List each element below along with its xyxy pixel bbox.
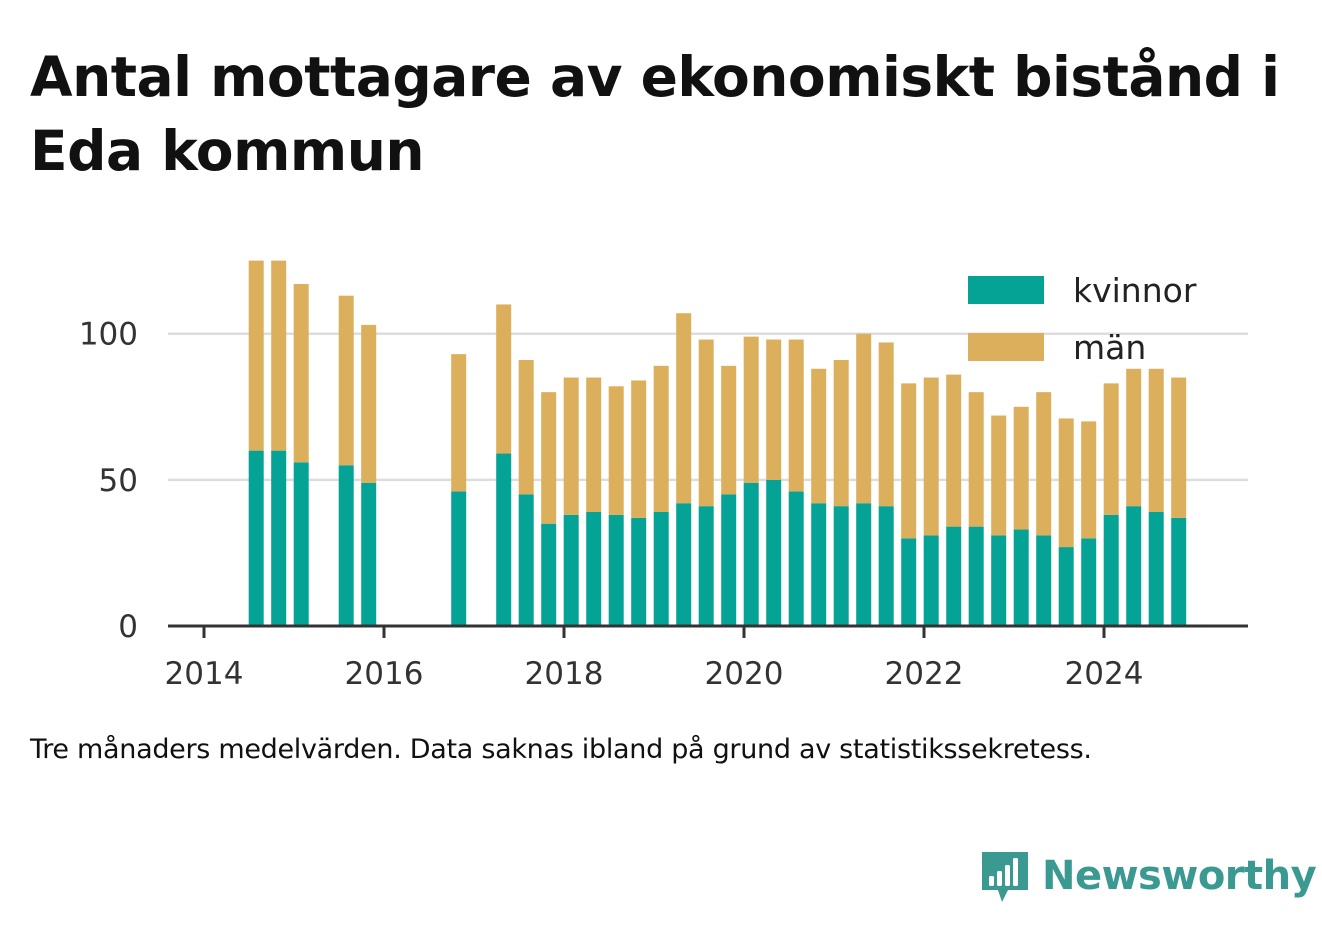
bar-man [1036, 392, 1052, 536]
legend-swatch-man [968, 333, 1044, 361]
bar-kvinnor [1058, 547, 1074, 626]
stacked-bar-chart: 0 50 100 2014 2016 2018 2020 2022 2024 kvinnor … [79, 260, 1248, 692]
brand-logo: Newsworthy [980, 846, 1317, 906]
bar-kvinnor [1013, 529, 1029, 626]
bar-kvinnor [856, 503, 872, 626]
bar-man [518, 360, 534, 495]
bar-man [901, 383, 917, 539]
bar-kvinnor [743, 482, 759, 626]
bar-kvinnor [338, 465, 354, 626]
bar-kvinnor [1036, 535, 1052, 626]
bar-kvinnor [833, 506, 849, 626]
bar-man [1103, 383, 1119, 515]
x-tick-label: 2018 [525, 656, 604, 692]
bar-man [788, 339, 804, 492]
bar-man [1058, 418, 1074, 548]
bar-kvinnor [451, 491, 467, 626]
bar-man [833, 360, 849, 507]
bar-kvinnor [1126, 506, 1142, 626]
bar-man [676, 313, 692, 504]
x-tick-label: 2020 [705, 656, 784, 692]
bar-kvinnor [878, 506, 894, 626]
bar-man [766, 339, 782, 480]
bar-kvinnor [811, 503, 827, 626]
legend-swatch-kvinnor [968, 276, 1044, 304]
bar-kvinnor [766, 479, 782, 626]
bar-kvinnor [676, 503, 692, 626]
bar-man [698, 339, 714, 507]
bar-kvinnor [293, 462, 309, 626]
bar-kvinnor [271, 450, 287, 626]
bar-man [563, 377, 579, 515]
bar-man [743, 336, 759, 483]
bar-kvinnor [788, 491, 804, 626]
bar-man [496, 304, 512, 454]
brand-name: Newsworthy [1042, 853, 1317, 899]
bars [248, 260, 1187, 626]
bar-man [721, 365, 737, 495]
bar-man [991, 415, 1007, 536]
bar-man [856, 333, 872, 504]
x-tick-label: 2024 [1065, 656, 1144, 692]
bar-kvinnor [361, 482, 377, 626]
bar-kvinnor [1148, 512, 1164, 626]
bar-man [878, 342, 894, 507]
legend-label-man: män [1073, 328, 1146, 367]
bar-man [811, 368, 827, 504]
legend: kvinnor män [968, 271, 1197, 367]
bar-man [541, 392, 557, 524]
bar-kvinnor [721, 494, 737, 626]
y-tick-label: 100 [79, 317, 138, 353]
bar-kvinnor [991, 535, 1007, 626]
bar-kvinnor [563, 514, 579, 626]
bar-man [586, 377, 602, 512]
bar-kvinnor [923, 535, 939, 626]
bar-man [946, 374, 962, 527]
bar-kvinnor [496, 453, 512, 626]
bar-kvinnor [631, 517, 647, 626]
bar-man [248, 260, 264, 451]
y-tick-label: 50 [99, 463, 138, 499]
chart-title: Antal mottagare av ekonomiskt bistånd i … [30, 45, 1280, 183]
bar-kvinnor [541, 523, 557, 626]
y-axis-ticks: 0 50 100 [79, 317, 138, 645]
bar-man [361, 324, 377, 483]
legend-label-kvinnor: kvinnor [1073, 271, 1197, 310]
bar-kvinnor [1081, 538, 1097, 626]
bar-man [1126, 368, 1142, 507]
bar-man [293, 284, 309, 463]
bar-chart-speech-bubble-icon [982, 852, 1028, 902]
bar-kvinnor [586, 512, 602, 626]
bar-man [923, 377, 939, 536]
bar-kvinnor [901, 538, 917, 626]
bar-man [608, 386, 624, 515]
bar-man [1081, 421, 1097, 539]
bar-man [1171, 377, 1187, 518]
bar-kvinnor [698, 506, 714, 626]
x-axis-ticks: 2014 2016 2018 2020 2022 2024 [165, 626, 1144, 692]
bar-kvinnor [248, 450, 264, 626]
bar-kvinnor [1103, 514, 1119, 626]
y-tick-label: 0 [118, 609, 138, 645]
bar-man [653, 365, 669, 512]
bar-kvinnor [968, 526, 984, 626]
x-tick-label: 2022 [885, 656, 964, 692]
bar-kvinnor [653, 512, 669, 626]
bar-kvinnor [608, 514, 624, 626]
x-tick-label: 2014 [165, 656, 244, 692]
bar-man [1013, 406, 1029, 530]
bar-man [451, 354, 467, 492]
bar-man [1148, 368, 1164, 512]
bar-kvinnor [518, 494, 534, 626]
bar-kvinnor [1171, 517, 1187, 626]
bar-man [968, 392, 984, 527]
x-tick-label: 2016 [345, 656, 424, 692]
bar-man [338, 295, 354, 466]
footnote: Tre månaders medelvärden. Data saknas ib… [30, 734, 1092, 765]
bar-kvinnor [946, 526, 962, 626]
bar-man [631, 380, 647, 518]
bar-man [271, 260, 287, 451]
